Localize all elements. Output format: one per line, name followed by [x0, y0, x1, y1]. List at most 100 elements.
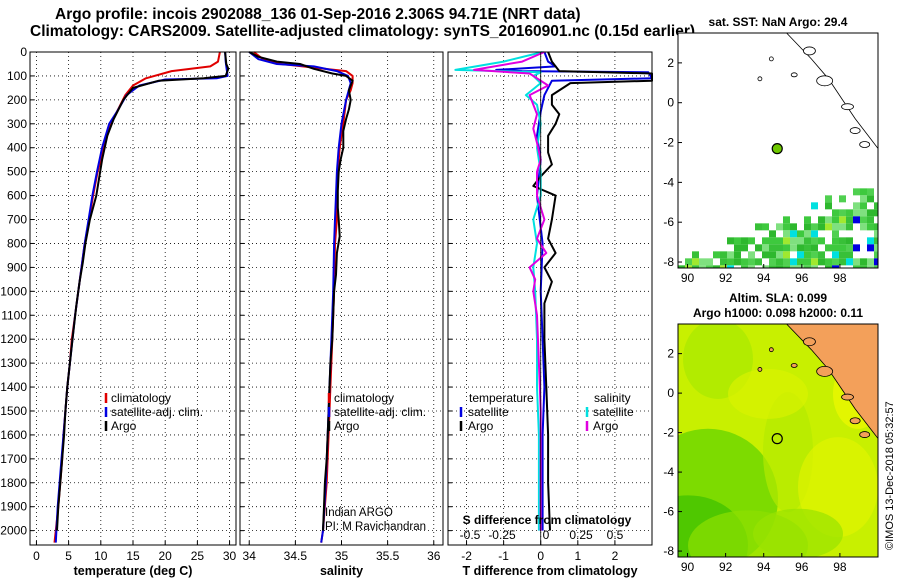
sst-cell: [692, 265, 699, 268]
x-tick-label: 35: [335, 549, 349, 563]
map-title: sat. SST: NaN Argo: 29.4: [709, 15, 848, 29]
sst-cell: [699, 265, 706, 268]
sst-cell: [748, 237, 755, 245]
legend-title-salinity: salinity: [594, 391, 631, 405]
sst-cell: [825, 244, 832, 252]
sst-cell: [727, 251, 734, 259]
plot-frame: [447, 51, 653, 546]
sst-cell: [713, 265, 720, 268]
sst-cell: [797, 258, 804, 266]
sst-cell: [839, 216, 846, 224]
sst-cell: [832, 244, 839, 252]
sst-cell: [741, 265, 748, 268]
map-x-tick-label: 92: [719, 560, 733, 574]
sst-cell: [825, 265, 832, 268]
sst-cell: [783, 251, 790, 259]
x-tick-label: 20: [159, 549, 173, 563]
sst-cell: [846, 209, 853, 217]
x-tick-label: -1: [498, 549, 509, 563]
sst-cell: [860, 223, 867, 231]
map-x-tick-label: 92: [719, 271, 733, 285]
sst-cell: [692, 251, 699, 259]
sst-cell: [867, 244, 874, 252]
sst-cell: [755, 258, 762, 266]
y-tick-label: 1200: [0, 332, 27, 346]
sst-cell: [860, 195, 867, 203]
sst-cell: [804, 265, 811, 268]
x-tick-label: 1: [574, 549, 581, 563]
sst-cell: [734, 251, 741, 259]
sst-cell: [769, 258, 776, 266]
map-y-tick-label: -2: [663, 426, 674, 440]
legend-label: satellite-adj. clim.: [334, 405, 426, 419]
y-tick-label: 1500: [0, 404, 27, 418]
sst-cell: [804, 237, 811, 245]
sst-cell: [783, 237, 790, 245]
sst-cell: [832, 258, 839, 266]
sst-cell: [734, 258, 741, 266]
map-x-tick-label: 96: [795, 271, 809, 285]
map-x-tick-label: 94: [757, 560, 771, 574]
sst-cell: [734, 237, 741, 245]
sst-cell: [832, 216, 839, 224]
sst-cell: [755, 223, 762, 231]
sst-cell: [755, 244, 762, 252]
x-tick-label: 5: [65, 549, 72, 563]
coastline-sumatra: [786, 33, 878, 150]
map-y-tick-label: -6: [663, 505, 674, 519]
legend-label: climatology: [111, 391, 171, 405]
map-sla_map: 90 92 94 96 98 -8 -6 -4 -2 0 2 Altim. SLA: 0.099Arg…: [663, 291, 879, 574]
figure-title-line2: Climatology: CARS2009. Satellite-adjuste…: [30, 23, 696, 40]
sst-cell: [685, 265, 692, 268]
island-shape: [768, 56, 774, 62]
sst-cell: [678, 265, 685, 268]
map-x-tick-label: 90: [681, 560, 695, 574]
sst-cell: [741, 258, 748, 266]
sst-cell: [776, 251, 783, 259]
y-tick-label: 1300: [0, 356, 27, 370]
y-tick-label: 1400: [0, 380, 27, 394]
sst-cell: [720, 258, 727, 266]
sst-cell: [853, 202, 860, 210]
x-axis-label: temperature (deg C): [74, 564, 193, 578]
y-tick-label: 600: [7, 189, 27, 203]
sst-cell: [762, 265, 769, 268]
sst-cell: [804, 244, 811, 252]
island-shape: [790, 363, 798, 368]
y-tick-label: 1800: [0, 476, 27, 490]
sst-cell: [825, 216, 832, 224]
sst-cell: [818, 223, 825, 231]
x-tick-label: 2: [612, 549, 619, 563]
sla-patch: [753, 508, 843, 557]
map-x-tick-label: 90: [681, 271, 695, 285]
sst-cell: [846, 223, 853, 231]
sst-cell: [797, 230, 804, 238]
map-sst_map: 90 92 94 96 98 -8 -6 -4 -2 0 2 sat. SST: NaN Argo: …: [663, 15, 879, 285]
sst-cell: [727, 237, 734, 245]
argo-position-marker: [771, 433, 783, 445]
sst-cell: [804, 223, 811, 231]
y-tick-label: 500: [7, 165, 27, 179]
sst-cell: [762, 244, 769, 252]
sst-cell: [727, 258, 734, 266]
map-y-tick-label: -8: [663, 255, 674, 269]
sst-cell: [853, 209, 860, 217]
sst-cell: [776, 244, 783, 252]
sst-cell: [853, 258, 860, 266]
x-tick-label: 36: [427, 549, 441, 563]
map-x-tick-label: 98: [833, 271, 847, 285]
sst-cell: [818, 251, 825, 259]
sst-cell: [748, 258, 755, 266]
sst-cell: [839, 237, 846, 245]
sst-cell: [762, 237, 769, 245]
panel-differences: -2 -1 0 1 2T difference from climatology S di…: [447, 51, 653, 578]
sst-cell: [790, 223, 797, 231]
sst-cell: [853, 265, 860, 268]
sst-cell: [776, 237, 783, 245]
sst-cell: [818, 258, 825, 266]
y-tick-label: 300: [7, 117, 27, 131]
sst-cell: [790, 244, 797, 252]
sst-cell: [839, 251, 846, 259]
x-tick-label-top: 0.5: [607, 528, 624, 542]
sst-cell: [811, 244, 818, 252]
